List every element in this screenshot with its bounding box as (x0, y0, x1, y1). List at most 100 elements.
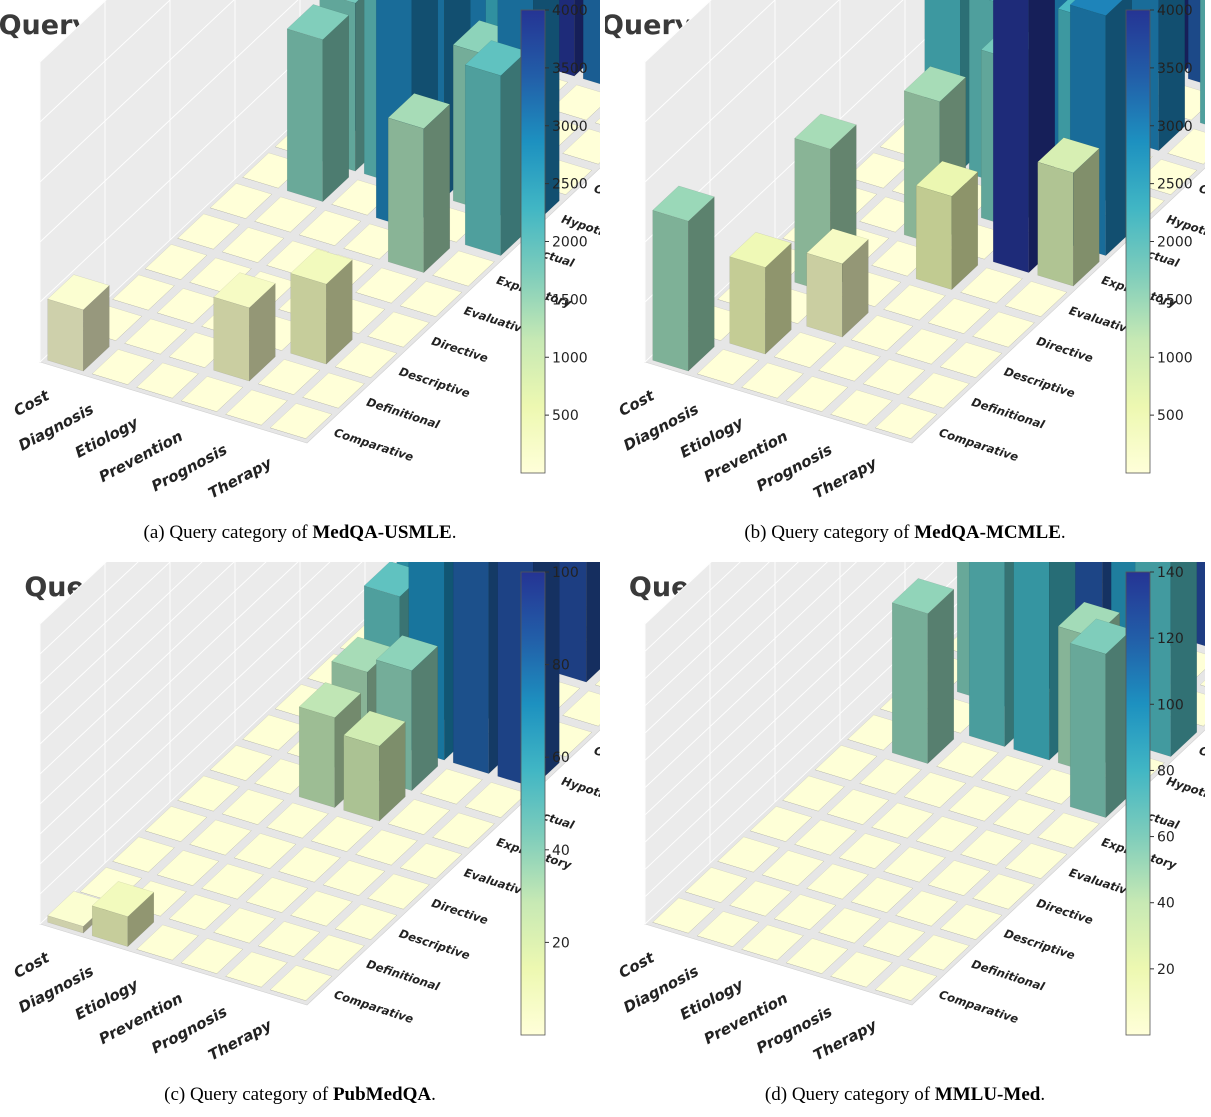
bar (302, 372, 365, 409)
colorbar-tick-label: 1500 (552, 292, 588, 308)
figure-caption: (d) Query category of MMLU-Med. (605, 1084, 1205, 1106)
bars (47, 0, 600, 439)
bar (1037, 812, 1100, 849)
bar (124, 318, 187, 355)
y-tick-label: Descriptive (1002, 926, 1077, 962)
bar (432, 812, 495, 849)
y-tick-label: Opinion (592, 181, 600, 210)
bar (1199, 680, 1205, 687)
y-tick-label: Descriptive (397, 364, 472, 400)
bar (847, 152, 910, 189)
bar (387, 93, 451, 274)
bar (112, 274, 175, 311)
y-tick-label: Opinion (1197, 181, 1205, 210)
x-tick-label: Cost (616, 386, 658, 420)
bar (286, 4, 350, 203)
colorbar-tick-label: 2500 (552, 177, 588, 193)
y-tick-label: Comparative (332, 987, 415, 1026)
chart-panel: Query Categories of PubMedQACostDiagnosi… (0, 562, 600, 1117)
bar (136, 924, 199, 961)
bar (245, 877, 309, 913)
bar (269, 403, 333, 439)
bar (939, 904, 1003, 940)
bar (144, 244, 208, 280)
bar (871, 802, 934, 839)
y-tick-label: Opinion (592, 743, 600, 772)
caption-suffix: . (1040, 1084, 1046, 1105)
bar (891, 578, 955, 765)
bar (550, 562, 600, 683)
bar (290, 248, 353, 365)
y-tick-label: Definitional (970, 395, 1047, 432)
bar (310, 816, 374, 852)
bar (850, 877, 914, 913)
bar (464, 40, 528, 257)
bar (594, 118, 600, 125)
bar (684, 867, 748, 903)
colorbar-tick-label: 140 (1157, 565, 1184, 581)
bar (939, 342, 1003, 378)
chart-panel: Query Categories of MedQA-USMLECostDiagn… (0, 0, 600, 555)
bar (322, 860, 386, 896)
colorbar-tick-label: 100 (1157, 697, 1184, 713)
bar3d-chart: Query Categories of MedQA-MCMLECostDiagn… (605, 0, 1205, 502)
bar (992, 799, 1056, 835)
bar (221, 789, 285, 825)
caption-dataset: MedQA-USMLE (312, 522, 452, 543)
y-tick-label: Descriptive (1002, 364, 1077, 400)
bar (144, 806, 208, 842)
bar (177, 213, 240, 250)
bar (1200, 0, 1205, 125)
bar (254, 196, 317, 233)
bar (1004, 281, 1068, 317)
bar (960, 267, 1023, 304)
bar (830, 951, 893, 988)
bar (209, 745, 273, 781)
bar (201, 863, 264, 900)
colorbar-tick-label: 1500 (1157, 292, 1193, 308)
bar (177, 775, 240, 812)
colorbar-tick-label: 3500 (1157, 61, 1193, 77)
bar (773, 894, 837, 930)
colorbar-tick-label: 20 (552, 935, 570, 951)
y-tick-label: Definitional (365, 395, 442, 432)
caption-suffix: . (451, 522, 457, 543)
x-tick-label: Cost (11, 948, 53, 982)
bar (850, 315, 914, 351)
colorbar-tick-label: 3500 (552, 61, 588, 77)
bar (269, 965, 333, 1001)
bar (355, 829, 418, 866)
colorbar-tick-label: 100 (552, 565, 579, 581)
bar (209, 183, 273, 219)
bars (652, 0, 1205, 439)
bar (980, 755, 1044, 791)
figure-caption: (a) Query category of MedQA-USMLE. (0, 522, 600, 544)
y-tick-label: Descriptive (397, 926, 472, 962)
colorbar-tick-label: 4000 (552, 3, 588, 19)
bar (233, 833, 297, 869)
colorbar-tick-label: 60 (1157, 830, 1175, 846)
bar (826, 789, 890, 825)
bar (168, 894, 232, 930)
colorbar-tick-label: 40 (1157, 896, 1175, 912)
y-tick-label: Directive (430, 896, 490, 927)
chart-panel: Query Categories of MedQA-MCMLECostDiagn… (605, 0, 1205, 555)
bar (915, 816, 979, 852)
figure-caption: (b) Query category of MedQA-MCMLE. (605, 522, 1205, 544)
colorbar-tick-label: 2500 (1157, 177, 1193, 193)
bar (221, 227, 285, 263)
colorbar-tick-label: 500 (1157, 408, 1184, 424)
bar (761, 850, 825, 886)
bar (696, 911, 760, 947)
bar (189, 819, 252, 856)
bar (814, 745, 878, 781)
bar (838, 833, 902, 869)
bar (298, 210, 362, 246)
colorbar-tick-label: 2000 (552, 235, 588, 251)
bar (903, 772, 967, 808)
bar (91, 881, 155, 948)
colorbar-tick-label: 80 (552, 658, 570, 674)
bar (960, 829, 1023, 866)
bar (213, 907, 276, 944)
bar (257, 921, 321, 957)
